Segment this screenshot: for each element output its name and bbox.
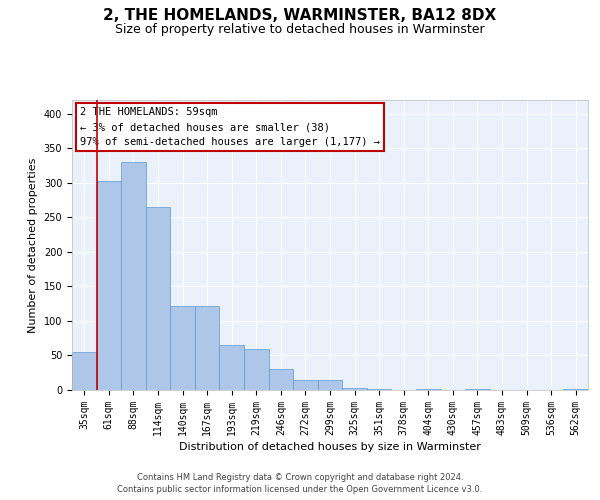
Text: Contains HM Land Registry data © Crown copyright and database right 2024.: Contains HM Land Registry data © Crown c… xyxy=(137,472,463,482)
Bar xyxy=(318,380,342,390)
Bar xyxy=(195,306,220,390)
Text: 2, THE HOMELANDS, WARMINSTER, BA12 8DX: 2, THE HOMELANDS, WARMINSTER, BA12 8DX xyxy=(103,8,497,22)
Y-axis label: Number of detached properties: Number of detached properties xyxy=(28,158,38,332)
Bar xyxy=(244,348,269,390)
Bar xyxy=(97,182,121,390)
Bar xyxy=(220,345,244,390)
Bar xyxy=(121,162,146,390)
Bar xyxy=(342,388,367,390)
Bar xyxy=(269,370,293,390)
Bar xyxy=(293,380,318,390)
Bar xyxy=(170,306,195,390)
Text: Distribution of detached houses by size in Warminster: Distribution of detached houses by size … xyxy=(179,442,481,452)
Text: Size of property relative to detached houses in Warminster: Size of property relative to detached ho… xyxy=(115,22,485,36)
Text: 2 THE HOMELANDS: 59sqm
← 3% of detached houses are smaller (38)
97% of semi-deta: 2 THE HOMELANDS: 59sqm ← 3% of detached … xyxy=(80,108,380,147)
Bar xyxy=(146,207,170,390)
Text: Contains public sector information licensed under the Open Government Licence v3: Contains public sector information licen… xyxy=(118,485,482,494)
Bar xyxy=(72,352,97,390)
